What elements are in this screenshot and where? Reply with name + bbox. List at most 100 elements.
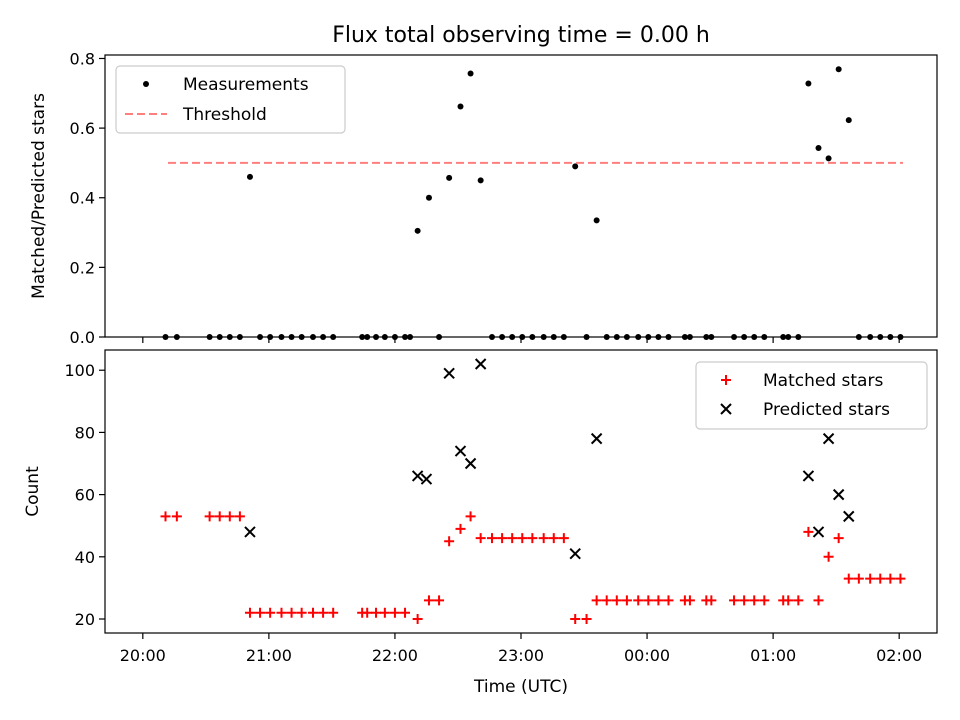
matched-star-point	[400, 607, 411, 618]
measurement-point	[246, 173, 253, 180]
matched-star-point	[548, 533, 559, 544]
y-tick-label: 60	[75, 486, 95, 505]
matched-star-point	[875, 573, 886, 584]
predicted-star-point	[569, 547, 581, 560]
matched-star-point	[487, 533, 498, 544]
y-tick-label: 0.0	[70, 328, 95, 347]
x-tick-label: 21:00	[246, 646, 292, 665]
y-tick-label: 0.8	[70, 49, 95, 68]
measurement-point	[572, 163, 579, 170]
matched-star-point	[296, 607, 307, 618]
matched-star-point	[328, 607, 339, 618]
matched-star-point	[739, 595, 750, 606]
legend-label: Measurements	[183, 75, 309, 95]
predicted-star-point	[590, 432, 603, 445]
y-tick-label: 40	[75, 548, 95, 567]
legend-box	[695, 361, 928, 430]
legend-predicted-marker	[720, 403, 732, 415]
matched-star-point	[475, 533, 486, 544]
measurement-point	[825, 155, 832, 162]
y-tick-label: 20	[75, 610, 95, 629]
predicted-star-point	[420, 473, 433, 485]
matched-star-point	[729, 595, 740, 606]
matched-star-point	[601, 595, 612, 606]
x-tick-label: 23:00	[498, 646, 544, 665]
matched-star-point	[865, 573, 876, 584]
matched-star-point	[558, 533, 569, 544]
predicted-star-point	[832, 488, 845, 501]
matched-star-point	[895, 573, 906, 584]
matched-star-point	[885, 573, 896, 584]
measurement-point	[805, 80, 812, 87]
matched-star-point	[538, 533, 549, 544]
legend-label: Threshold	[182, 105, 267, 125]
predicted-star-point	[474, 358, 487, 370]
matched-star-point	[265, 607, 276, 618]
measurement-point	[457, 103, 464, 110]
predicted-star-point	[843, 510, 855, 523]
measurement-point	[414, 227, 421, 234]
matched-star-point	[527, 533, 538, 544]
legend-label: Predicted stars	[763, 400, 890, 420]
predicted-star-point	[464, 457, 477, 470]
matched-star-point	[434, 595, 445, 606]
matched-star-point	[455, 523, 466, 534]
matched-star-point	[255, 607, 266, 618]
predicted-star-point	[411, 470, 424, 482]
matched-star-point	[244, 607, 255, 618]
matched-star-point	[833, 533, 844, 544]
measurement-point	[593, 217, 600, 224]
matched-star-point	[423, 595, 434, 606]
matched-star-point	[581, 614, 592, 625]
y-tick-label: 0.4	[70, 189, 95, 208]
ratio-plot: 0.0 0.2 0.4 0.6 0.8 Matched/Predicted stars Me…	[29, 49, 938, 347]
measurement-point	[835, 66, 842, 73]
matched-star-point	[633, 595, 644, 606]
legend-box	[115, 65, 346, 134]
matched-star-point	[783, 595, 794, 606]
measurement-point	[845, 117, 852, 124]
matched-star-point	[759, 595, 770, 606]
matched-star-point	[389, 607, 400, 618]
matched-star-point	[171, 511, 182, 522]
matched-star-point	[507, 533, 518, 544]
predicted-star-point	[244, 526, 256, 538]
y-tick-label: 80	[75, 423, 95, 442]
matched-star-point	[160, 511, 171, 522]
measurement-point	[446, 174, 453, 181]
matched-star-point	[318, 607, 329, 618]
axes-frame	[104, 349, 938, 634]
x-tick-label: 20:00	[120, 646, 166, 665]
matched-star-point	[803, 526, 814, 537]
predicted-star-point	[802, 470, 815, 482]
count-plot: 20:00 21:00 22:00 23:00 00:00 01:00 02:00 20 40 6…	[23, 349, 938, 665]
matched-star-point	[371, 607, 382, 618]
legend-label: Matched stars	[763, 371, 883, 391]
matched-star-point	[793, 595, 804, 606]
predicted-star-point	[822, 432, 835, 445]
matched-star-point	[308, 607, 318, 618]
predicted-star-point	[443, 367, 455, 380]
matched-star-point	[224, 511, 235, 522]
y-tick-label: 100	[64, 361, 95, 380]
matched-star-point	[362, 607, 373, 618]
matched-star-point	[570, 614, 581, 625]
matched-star-point	[214, 511, 225, 522]
matched-star-point	[204, 511, 215, 522]
matched-star-point	[465, 511, 476, 522]
matched-star-point	[444, 536, 455, 547]
matched-star-point	[412, 614, 423, 625]
measurement-point	[467, 70, 474, 77]
matched-star-point	[663, 595, 674, 606]
y-tick-label: 0.6	[70, 119, 95, 138]
matched-star-point	[684, 595, 695, 606]
axes-frame	[104, 54, 938, 338]
x-tick-label: 01:00	[750, 646, 796, 665]
chart-title: Flux total observing time = 0.00 h	[332, 23, 710, 48]
x-axis-label: Time (UTC)	[473, 677, 568, 697]
matched-star-point	[853, 573, 864, 584]
matched-star-point	[749, 595, 760, 606]
matched-star-point	[823, 551, 834, 562]
matched-star-point	[379, 607, 390, 618]
matched-star-point	[591, 595, 602, 606]
